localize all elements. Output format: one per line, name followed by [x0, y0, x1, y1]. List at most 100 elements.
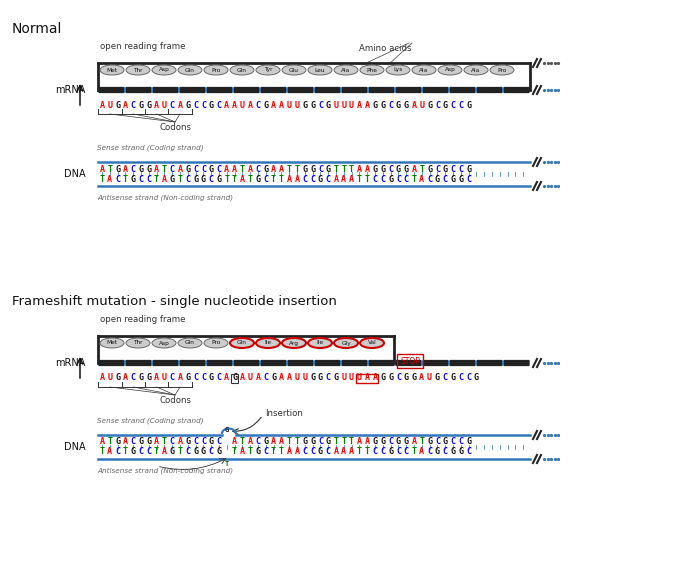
- Text: C: C: [427, 175, 432, 183]
- Text: G: G: [186, 438, 190, 446]
- Text: A: A: [365, 438, 370, 446]
- Text: C: C: [396, 447, 401, 457]
- Text: Lys: Lys: [393, 68, 402, 72]
- Text: C: C: [131, 165, 136, 173]
- Text: Gln: Gln: [185, 68, 195, 72]
- Text: G: G: [474, 373, 479, 383]
- Text: A: A: [154, 373, 159, 383]
- Text: Codons: Codons: [159, 123, 191, 132]
- Text: C: C: [201, 438, 206, 446]
- Text: Asp: Asp: [159, 340, 169, 346]
- Text: C: C: [131, 438, 136, 446]
- Text: C: C: [427, 447, 432, 457]
- Text: T: T: [232, 175, 237, 183]
- Text: T: T: [365, 447, 370, 457]
- Text: C: C: [302, 447, 307, 457]
- Ellipse shape: [334, 65, 358, 75]
- Text: C: C: [310, 447, 315, 457]
- Text: U: U: [302, 373, 307, 383]
- Text: A: A: [357, 165, 362, 173]
- Ellipse shape: [230, 338, 254, 348]
- Text: G: G: [380, 165, 385, 173]
- Ellipse shape: [100, 338, 124, 348]
- Text: T: T: [287, 165, 292, 173]
- Text: G: G: [169, 175, 175, 183]
- Text: C: C: [458, 438, 463, 446]
- Text: DNA: DNA: [64, 442, 86, 452]
- Text: A: A: [295, 175, 300, 183]
- Text: mRNA: mRNA: [55, 85, 86, 95]
- Text: G: G: [115, 101, 120, 109]
- Text: Ala: Ala: [471, 68, 481, 72]
- Text: C: C: [404, 175, 409, 183]
- Text: G: G: [209, 438, 214, 446]
- Text: A: A: [412, 101, 416, 109]
- Text: C: C: [131, 373, 136, 383]
- Text: Ala: Ala: [419, 68, 428, 72]
- Text: G: G: [466, 438, 471, 446]
- Text: T: T: [123, 447, 128, 457]
- Ellipse shape: [230, 65, 254, 75]
- Text: A: A: [365, 373, 370, 383]
- Text: G: G: [435, 373, 440, 383]
- Text: G: G: [442, 165, 448, 173]
- Text: Sense strand (Coding strand): Sense strand (Coding strand): [97, 417, 204, 424]
- Text: DNA: DNA: [64, 169, 86, 179]
- Text: U: U: [240, 101, 245, 109]
- Text: C: C: [442, 447, 448, 457]
- Text: U: U: [419, 101, 424, 109]
- Text: T: T: [342, 438, 346, 446]
- Ellipse shape: [256, 338, 280, 348]
- Text: A: A: [232, 165, 237, 173]
- Text: G: G: [139, 165, 143, 173]
- Text: G: G: [310, 438, 315, 446]
- Text: T: T: [419, 438, 424, 446]
- Text: C: C: [193, 165, 198, 173]
- Text: Thr: Thr: [133, 68, 143, 72]
- Text: C: C: [435, 165, 440, 173]
- Text: C: C: [466, 447, 471, 457]
- Text: T: T: [279, 447, 284, 457]
- Text: T: T: [419, 165, 424, 173]
- Text: G: G: [404, 438, 409, 446]
- Text: C: C: [310, 175, 315, 183]
- Text: C: C: [396, 373, 401, 383]
- Text: C: C: [388, 165, 393, 173]
- Text: C: C: [115, 447, 120, 457]
- Text: Arg: Arg: [289, 340, 299, 346]
- Text: A: A: [99, 438, 104, 446]
- Text: G: G: [427, 165, 432, 173]
- Text: G: G: [310, 165, 315, 173]
- Text: G: G: [146, 438, 151, 446]
- Text: G: G: [302, 165, 307, 173]
- Text: A: A: [412, 165, 416, 173]
- Text: G: G: [302, 438, 307, 446]
- Text: C: C: [458, 165, 463, 173]
- Text: T: T: [365, 175, 370, 183]
- Text: A: A: [365, 165, 370, 173]
- Text: G: G: [404, 373, 409, 383]
- Text: U: U: [342, 101, 346, 109]
- Text: G: G: [186, 373, 190, 383]
- Text: G: G: [139, 101, 143, 109]
- Text: C: C: [263, 373, 268, 383]
- Text: A: A: [154, 165, 159, 173]
- Text: G: G: [333, 373, 339, 383]
- Text: T: T: [349, 165, 354, 173]
- Text: G: G: [458, 175, 463, 183]
- Text: Pro: Pro: [211, 68, 220, 72]
- Text: G: G: [427, 438, 432, 446]
- Text: A: A: [333, 175, 339, 183]
- Text: C: C: [169, 165, 175, 173]
- Text: T: T: [412, 175, 416, 183]
- Ellipse shape: [100, 65, 124, 75]
- Text: G: G: [310, 101, 315, 109]
- Text: G: G: [326, 438, 330, 446]
- Text: C: C: [466, 373, 471, 383]
- Text: Codons: Codons: [159, 396, 191, 405]
- Text: U: U: [107, 101, 112, 109]
- Text: A: A: [372, 373, 377, 383]
- Text: C: C: [216, 373, 221, 383]
- Text: C: C: [318, 165, 323, 173]
- Text: A: A: [123, 438, 128, 446]
